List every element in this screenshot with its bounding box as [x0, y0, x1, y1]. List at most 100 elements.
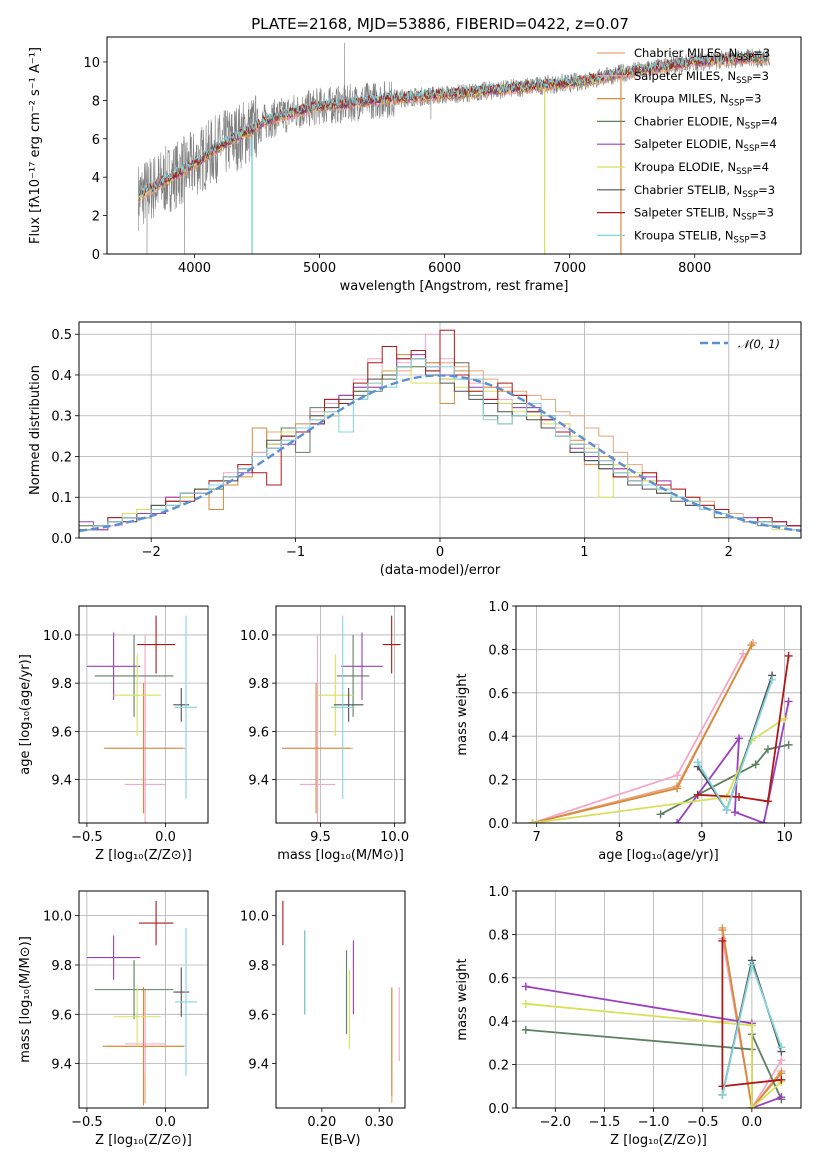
- axes-frame: [78, 605, 209, 824]
- x-tick-label: −0.5: [71, 830, 103, 845]
- legend-subscript: SSP: [742, 190, 758, 200]
- x-tick-label: 10.0: [380, 830, 409, 845]
- legend-entry: Salpeter MILES, NSSP=3: [634, 69, 769, 86]
- y-tick-label: 9.4: [248, 1058, 269, 1073]
- weight-marker: [739, 649, 748, 658]
- y-tick-label: 1.0: [488, 885, 509, 900]
- y-tick-label: 9.8: [248, 677, 269, 692]
- plot-area-mass_vs_ebv: [282, 900, 400, 1104]
- panel-mass_vs_Z: −0.5 0.0 9.4 9.6 9.8 10.0 Z [log₁₀(Z/Z⊙)] mass …: [18, 890, 209, 1148]
- weight-series-kroupa-stelib: [718, 960, 786, 1099]
- panel-age_vs_Z: −0.5 0.0 9.4 9.6 9.8 10.0 Z [log₁₀(Z/Z⊙)] age […: [18, 605, 209, 863]
- weight-marker: [777, 1075, 786, 1084]
- axes-frame: [78, 890, 209, 1109]
- y-tick-label: 9.6: [51, 725, 72, 740]
- weight-line: [721, 929, 782, 1108]
- x-tick-label: −1.0: [638, 1115, 670, 1130]
- x-axis-label: Z [log₁₀(Z/Z⊙)]: [95, 1133, 192, 1148]
- x-tick-label: −0.5: [71, 1115, 103, 1130]
- weight-series-salpeter-stelib: [718, 936, 786, 1091]
- errorbar-point-chabrier-elodie: [94, 634, 174, 717]
- plot-area-weight_vs_age: [528, 638, 793, 823]
- weight-marker: [730, 808, 739, 817]
- legend-label: Kroupa ELODIE, N: [634, 160, 736, 174]
- weight-marker: [693, 758, 702, 767]
- model-line-salpeter-stelib: [137, 51, 770, 197]
- x-tick-label: 2: [725, 545, 733, 560]
- errorbar-point-chabrier-stelib: [173, 687, 190, 722]
- x-axis-label: (data-model)/error: [380, 563, 501, 578]
- figure-title: PLATE=2168, MJD=53886, FIBERID=0422, z=0…: [251, 15, 629, 33]
- legend-tail: =3: [752, 69, 769, 83]
- legend-tail: =4: [760, 137, 777, 151]
- weight-series-salpeter-elodie: [673, 697, 793, 823]
- y-tick-label: 10.0: [43, 629, 72, 644]
- legend-subscript: SSP: [744, 144, 760, 154]
- y-tick-label: 10.0: [240, 629, 269, 644]
- x-tick-label: 6000: [428, 261, 461, 276]
- y-tick-label: 2: [92, 210, 100, 225]
- y-tick-label: 0.8: [488, 928, 509, 943]
- weight-line: [532, 718, 785, 823]
- x-tick-label: 7000: [553, 261, 586, 276]
- model-line-kroupa-stelib: [137, 49, 770, 198]
- histogram-legend: 𝒩(0, 1): [700, 337, 780, 351]
- y-tick-label: 4: [92, 171, 100, 186]
- legend-entry: Chabrier STELIB, NSSP=3: [634, 183, 775, 200]
- y-tick-label: 6: [92, 133, 100, 148]
- weight-marker: [528, 819, 537, 823]
- legend-tail: =3: [744, 92, 761, 106]
- y-axis-label: mass weight: [455, 958, 470, 1040]
- legend-label: Chabrier ELODIE, N: [634, 114, 745, 128]
- y-tick-label: 0.2: [51, 450, 72, 465]
- histogram-step-kroupa-stelib: [79, 358, 801, 531]
- weight-marker: [747, 1104, 756, 1108]
- x-tick-label: 5000: [303, 261, 336, 276]
- errorbar-point-salpeter-miles: [299, 634, 336, 823]
- legend-subscript: SSP: [736, 76, 752, 86]
- weight-marker: [673, 784, 682, 793]
- x-axis-label: E(B-V): [320, 1133, 360, 1148]
- y-tick-label: 0.3: [51, 410, 72, 425]
- errorbar-point-kroupa-stelib: [174, 615, 197, 799]
- errorbar-point-kroupa-elodie: [113, 987, 161, 1047]
- errorbar-point-chabrier-elodie: [94, 960, 174, 1020]
- x-axis-label: mass [log₁₀(M/M⊙)]: [277, 848, 404, 863]
- legend-label: Kroupa STELIB, N: [634, 228, 734, 242]
- y-tick-label: 0.2: [488, 774, 509, 789]
- weight-marker: [735, 734, 744, 743]
- y-tick-label: 9.8: [248, 959, 269, 974]
- weight-marker: [521, 1025, 530, 1034]
- legend-label: Chabrier MILES, N: [634, 46, 737, 60]
- y-axis-label: Flux [fλ10⁻¹⁷ erg cm⁻² s⁻¹ A⁻¹]: [28, 47, 43, 244]
- y-tick-label: 9.6: [248, 1008, 269, 1023]
- panel-spectrum: 4000 5000 6000 7000 8000 0 2 4 6 8 10 wavelength [A…: [28, 36, 802, 294]
- weight-marker: [747, 960, 756, 969]
- plot-area-mass_vs_Z: [86, 900, 197, 1106]
- y-axis-label: mass weight: [455, 673, 470, 755]
- plot-area-age_vs_Z: [86, 615, 197, 823]
- legend-entry: Salpeter STELIB, NSSP=3: [634, 206, 774, 223]
- legend-tail: =3: [753, 46, 770, 60]
- legend-subscript: SSP: [734, 235, 750, 245]
- y-tick-label: 9.4: [51, 1058, 72, 1073]
- y-tick-label: 0.0: [51, 532, 72, 547]
- y-tick-label: 10: [83, 56, 100, 71]
- weight-marker: [763, 797, 772, 806]
- legend-tail: =3: [757, 206, 774, 220]
- legend-tail: =4: [761, 114, 778, 128]
- legend-entry: Kroupa STELIB, NSSP=3: [634, 228, 766, 245]
- weight-marker: [780, 714, 789, 723]
- y-tick-label: 9.8: [51, 677, 72, 692]
- errorbar-point-chabrier-stelib: [333, 687, 364, 722]
- errorbar-point-kroupa-stelib: [330, 615, 355, 799]
- x-tick-label: −1: [286, 545, 305, 560]
- weight-marker: [784, 740, 793, 749]
- errorbar-point-kroupa-miles: [102, 987, 185, 1106]
- errorbar-point-kroupa-miles: [104, 683, 183, 814]
- errorbar-point-salpeter-elodie: [86, 935, 141, 980]
- y-tick-label: 0.6: [488, 687, 509, 702]
